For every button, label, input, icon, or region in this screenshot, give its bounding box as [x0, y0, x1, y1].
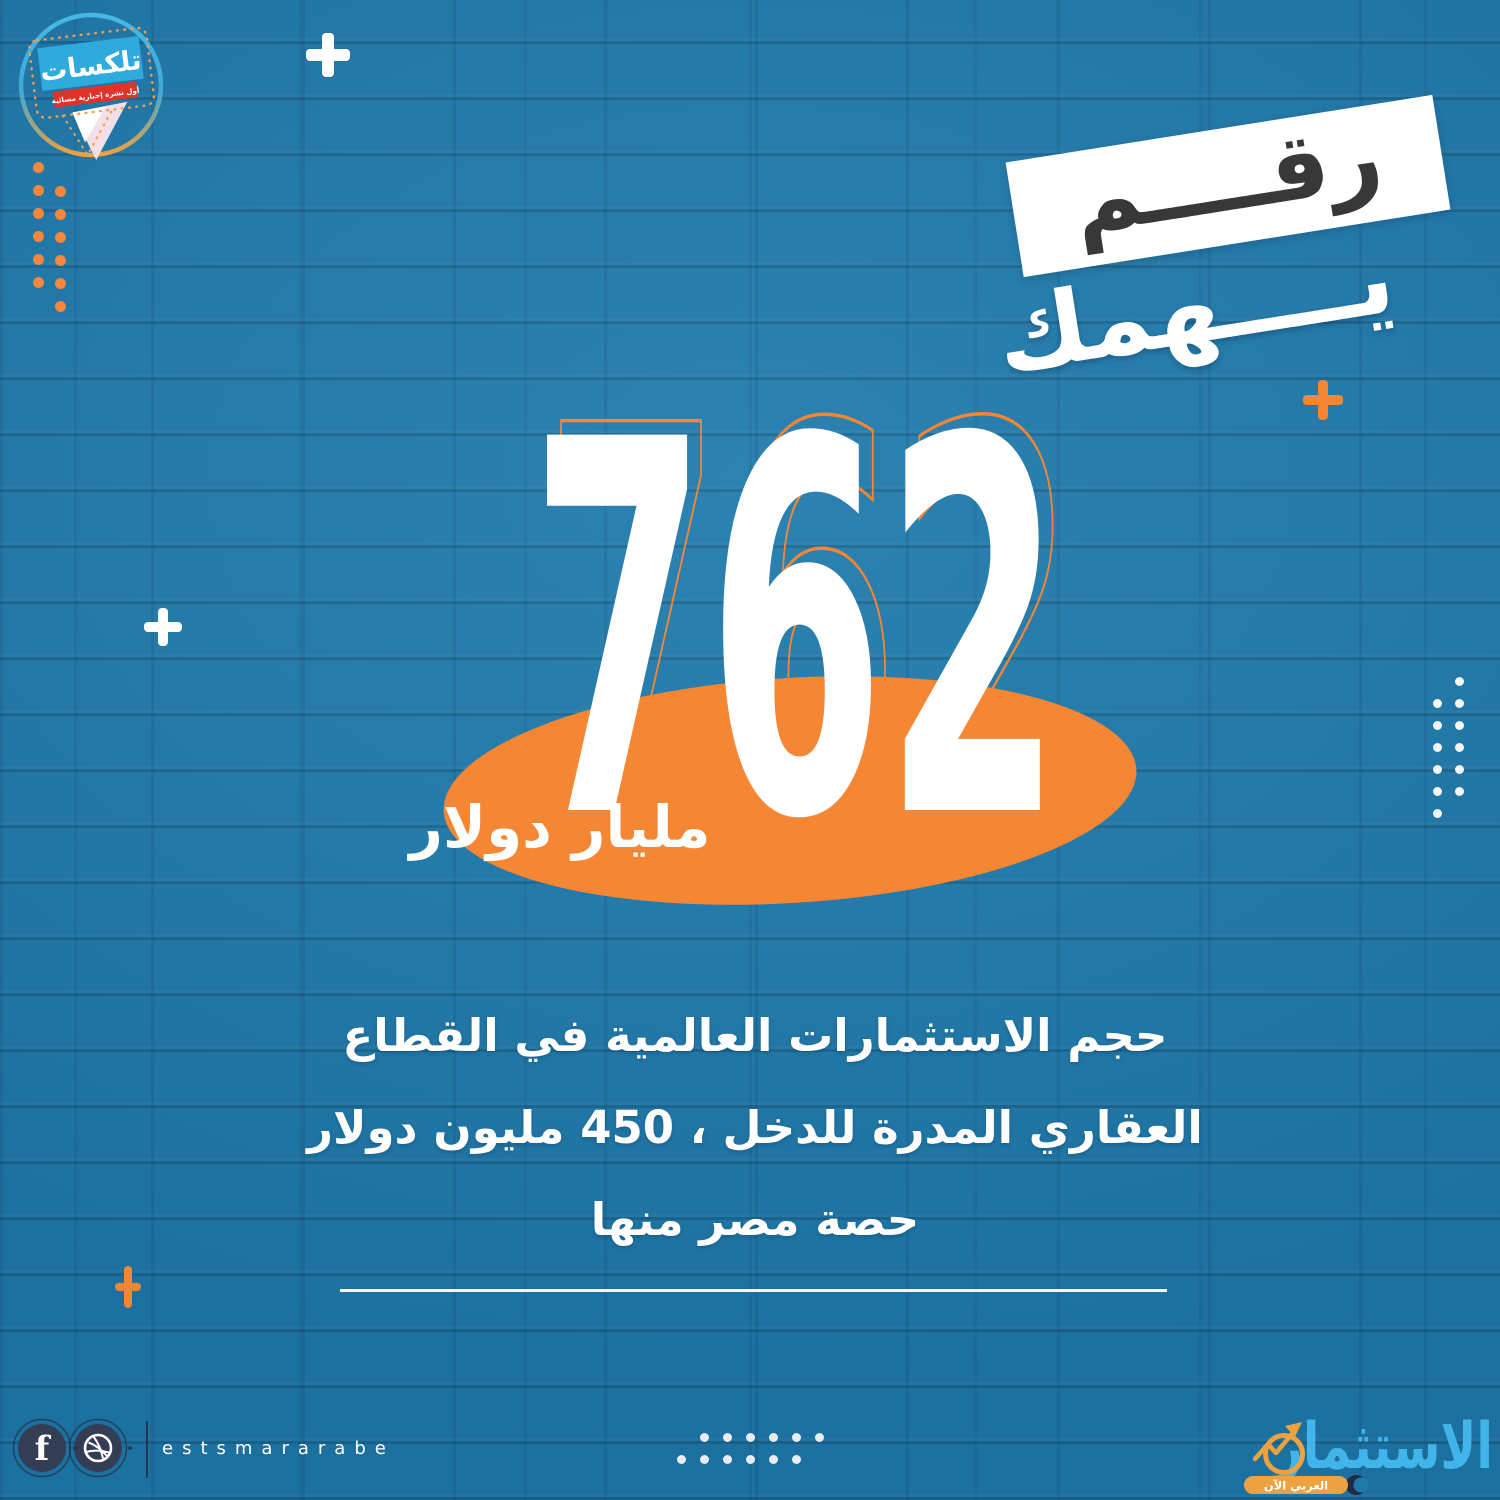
social-icons: f — [12, 1418, 132, 1478]
stat-number-outline: 762 — [544, 388, 1076, 828]
badge-dashed-tail — [61, 108, 114, 158]
stat-number: 762 — [530, 388, 1062, 828]
badge-speech-tail-fold — [72, 106, 106, 143]
plus-mark-white-middle — [144, 608, 182, 646]
dribbble-icon[interactable] — [74, 1424, 122, 1472]
dribbble-icon-ring — [68, 1418, 128, 1478]
telexat-badge-logo: تلكسات أول نشرة إخبارية مسائية — [18, 12, 164, 160]
description-line-1: حجم الاستثمارات العالمية في القطاع — [342, 1009, 1168, 1062]
badge-dashed-border — [28, 26, 156, 119]
stat-unit: مليار دولار — [409, 793, 711, 861]
ring-dot — [128, 1446, 132, 1450]
growth-arrowhead — [1285, 1422, 1302, 1437]
description-line-2: العقاري المدرة للدخل ، 450 مليون دولار — [307, 1101, 1203, 1154]
brand-name: الاستثمار — [1273, 1410, 1493, 1484]
plus-mark-orange-right — [1303, 380, 1343, 420]
footer-divider — [146, 1421, 148, 1478]
badge-red-strip — [52, 81, 138, 108]
badge-ring — [18, 12, 164, 158]
alistithmar-brand-logo: الاستثمار العربي الآن — [1244, 1410, 1493, 1495]
white-dot-grid-bottom — [677, 1433, 827, 1465]
growth-arrow-icon — [1252, 1426, 1299, 1462]
brand-crescent-cut — [1353, 1477, 1369, 1493]
badge-sign — [37, 35, 144, 92]
description-line-3: حصة مصر منها — [590, 1193, 920, 1246]
facebook-icon-ring — [12, 1418, 72, 1478]
description-block: حجم الاستثمارات العالمية في القطاع العقا… — [250, 990, 1260, 1266]
brand-circle — [1263, 1433, 1305, 1475]
facebook-icon[interactable]: f — [18, 1424, 66, 1472]
ring-dot — [73, 1446, 77, 1450]
brand-tagline: العربي الآن — [1264, 1479, 1328, 1493]
svg-text:f: f — [35, 1429, 52, 1469]
brand-tagline-pill — [1244, 1476, 1348, 1494]
social-handle[interactable]: estsmararabe — [162, 1438, 395, 1459]
orange-dot-grid — [33, 162, 67, 332]
stat-number-art: 762 762 — [530, 388, 1078, 828]
plus-mark-orange-bottom — [115, 1266, 141, 1308]
underline-rule — [340, 1289, 1167, 1292]
plus-mark-white-top — [306, 33, 350, 77]
white-dot-grid-right — [1433, 677, 1465, 827]
